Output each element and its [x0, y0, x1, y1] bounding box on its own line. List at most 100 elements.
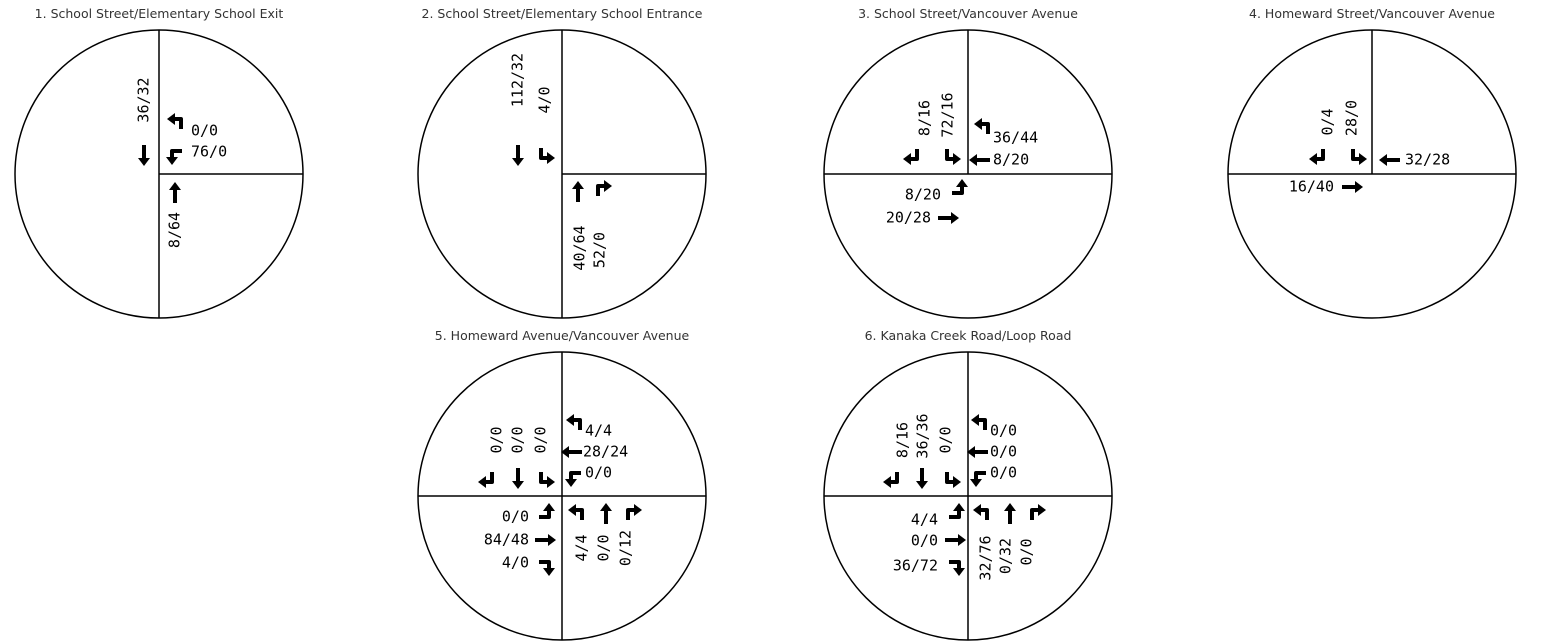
volume-label: 4/4 — [911, 511, 938, 529]
arrow-shaft — [1030, 508, 1038, 520]
arrow-head — [1038, 504, 1046, 516]
arrow-shaft — [952, 187, 964, 195]
volume-label: 0/0 — [937, 426, 955, 453]
arrow-head — [974, 118, 982, 130]
arrow-head — [967, 446, 975, 458]
arrow-shaft — [891, 472, 899, 484]
intersection: 6. Kanaka Creek Road/Loop Road 8/16 36/36 0… — [823, 328, 1113, 641]
arrow-head — [970, 479, 982, 487]
volume-label: 76/0 — [191, 143, 227, 161]
intersection-title: 2. School Street/Elementary School Entra… — [422, 6, 703, 21]
intersection: 2. School Street/Elementary School Entra… — [417, 6, 707, 319]
volume-label: 8/16 — [894, 422, 912, 458]
volume-label: 0/0 — [595, 534, 613, 561]
arrow-head — [953, 476, 961, 488]
volume-label: 0/32 — [997, 538, 1015, 574]
arrow-shaft — [1351, 149, 1359, 161]
volume-label: 4/0 — [536, 86, 554, 113]
volume-label: 36/44 — [993, 129, 1038, 147]
volume-label: 8/20 — [905, 186, 941, 204]
arrow-shaft — [175, 117, 183, 129]
arrow-head — [566, 414, 574, 426]
arrow-shaft — [949, 560, 961, 568]
arrow-shaft — [574, 418, 582, 430]
volume-label: 52/0 — [591, 232, 609, 268]
arrow-shaft — [569, 471, 581, 479]
intersection: 1. School Street/Elementary School Exit 3… — [14, 6, 304, 319]
arrow-head — [1355, 181, 1363, 193]
volume-label: 84/48 — [484, 531, 529, 549]
volume-label: 0/0 — [488, 426, 506, 453]
volume-label: 0/12 — [617, 530, 635, 566]
volume-label: 8/20 — [993, 151, 1029, 169]
volume-label: 0/0 — [911, 532, 938, 550]
arrow-head — [138, 158, 150, 166]
volume-label: 72/16 — [939, 92, 957, 137]
arrow-head — [953, 568, 965, 576]
volume-label: 20/28 — [886, 209, 931, 227]
arrow-head — [634, 504, 642, 516]
volume-label: 0/0 — [990, 443, 1017, 461]
arrow-shaft — [974, 471, 986, 479]
arrow-shaft — [539, 472, 547, 484]
volume-label: 0/0 — [1018, 538, 1036, 565]
arrow-head — [561, 446, 569, 458]
intersection-title: 3. School Street/Vancouver Avenue — [858, 6, 1078, 21]
volume-label: 0/0 — [585, 464, 612, 482]
arrow-head — [512, 158, 524, 166]
arrow-shaft — [596, 184, 604, 196]
arrow-head — [547, 152, 555, 164]
volume-label: 0/0 — [990, 464, 1017, 482]
arrow-head — [969, 154, 977, 166]
arrow-head — [543, 568, 555, 576]
volume-label: 0/4 — [1319, 108, 1337, 135]
arrow-head — [543, 503, 555, 511]
intersection: 4. Homeward Street/Vancouver Avenue 0/4 28… — [1227, 6, 1517, 319]
volume-label: 36/36 — [914, 413, 932, 458]
arrow-head — [604, 180, 612, 192]
volume-label: 0/0 — [509, 426, 527, 453]
intersection-title: 1. School Street/Elementary School Exit — [35, 6, 284, 21]
arrow-head — [568, 504, 576, 516]
arrow-shaft — [486, 472, 494, 484]
arrow-shaft — [982, 122, 990, 134]
arrow-shaft — [979, 418, 987, 430]
arrow-shaft — [981, 508, 989, 520]
arrow-head — [512, 481, 524, 489]
arrow-shaft — [576, 508, 584, 520]
arrow-shaft — [170, 149, 182, 157]
volume-label: 36/72 — [893, 557, 938, 575]
arrow-head — [973, 504, 981, 516]
arrow-shaft — [539, 560, 551, 568]
volume-label: 8/64 — [166, 212, 184, 248]
arrow-head — [956, 179, 968, 187]
volume-label: 40/64 — [571, 225, 589, 270]
arrow-shaft — [945, 472, 953, 484]
volume-label: 112/32 — [509, 53, 527, 107]
arrow-head — [1004, 503, 1016, 511]
arrow-shaft — [1317, 149, 1325, 161]
arrow-head — [916, 481, 928, 489]
intersection-title: 4. Homeward Street/Vancouver Avenue — [1249, 6, 1495, 21]
arrow-shaft — [945, 149, 953, 161]
arrow-head — [958, 534, 966, 546]
volume-label: 0/0 — [532, 426, 550, 453]
volume-label: 32/28 — [1405, 151, 1450, 169]
volume-label: 16/40 — [1289, 178, 1334, 196]
arrow-head — [600, 503, 612, 511]
arrow-head — [1359, 153, 1367, 165]
volume-label: 28/0 — [1343, 100, 1361, 136]
arrow-head — [1379, 154, 1387, 166]
volume-label: 36/32 — [135, 77, 153, 122]
volume-label: 8/16 — [916, 100, 934, 136]
volume-label: 4/0 — [502, 554, 529, 572]
arrow-head — [167, 113, 175, 125]
arrow-head — [166, 157, 178, 165]
volume-label: 0/0 — [990, 422, 1017, 440]
arrow-head — [953, 153, 961, 165]
volume-label: 28/24 — [583, 443, 628, 461]
arrow-head — [565, 479, 577, 487]
arrow-head — [951, 212, 959, 224]
arrow-shaft — [949, 511, 961, 519]
